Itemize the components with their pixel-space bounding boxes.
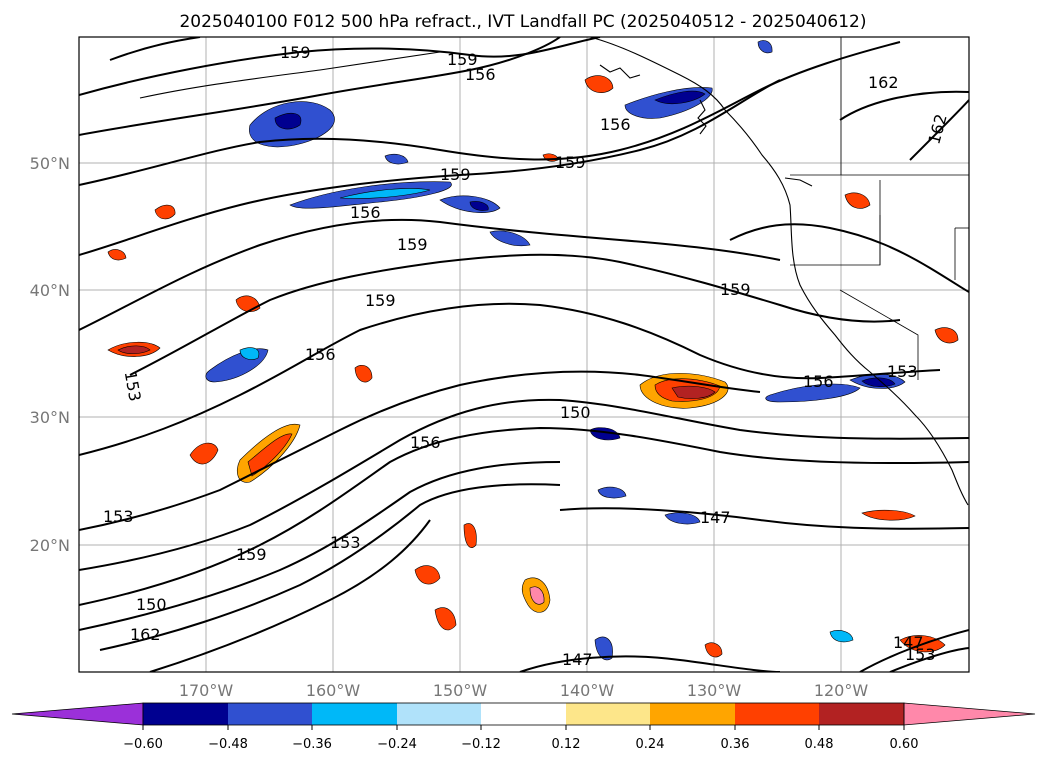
contour-label: 159	[720, 280, 751, 299]
map-frame	[78, 36, 970, 673]
contour-label: 159	[236, 545, 267, 564]
colorbar-tick-label: −0.12	[461, 737, 501, 752]
colorbar-ticks	[142, 725, 905, 730]
contour-label: 147	[893, 633, 924, 652]
lon-label-140w: 140°W	[560, 681, 615, 700]
colorbar-segment	[312, 703, 397, 725]
negative-anomaly-patches	[205, 40, 906, 661]
contour-label: 147	[700, 508, 731, 527]
contour-label: 150	[560, 403, 591, 422]
contour-label: 147	[562, 650, 593, 669]
contour-label: 156	[350, 203, 381, 222]
colorbar-tick-label: 0.60	[890, 737, 919, 752]
lon-label-160w: 160°W	[306, 681, 361, 700]
lat-label-30n: 30°N	[30, 408, 70, 427]
contour-label: 153	[905, 645, 936, 664]
contour-label: 153	[330, 533, 361, 552]
colorbar-segment	[650, 703, 735, 725]
lat-label-40n: 40°N	[30, 281, 70, 300]
colorbar-tick-label: −0.36	[292, 737, 332, 752]
lon-label-170w: 170°W	[179, 681, 234, 700]
colorbar-tick-label: 0.36	[721, 737, 750, 752]
contour-label: 159	[447, 50, 478, 69]
graticule	[79, 37, 969, 672]
colorbar-tick-label: −0.60	[123, 737, 163, 752]
refractivity-contours	[79, 37, 969, 672]
contour-label: 153	[887, 362, 918, 381]
colorbar-segment	[397, 703, 481, 725]
latitude-labels: 50°N 40°N 30°N 20°N	[30, 154, 70, 555]
colorbar-tick-label: 0.24	[636, 737, 665, 752]
lat-label-50n: 50°N	[30, 154, 70, 173]
colorbar: −0.60 −0.48 −0.36 −0.24 −0.12 0.12 0.24 …	[11, 702, 1036, 752]
lon-label-150w: 150°W	[433, 681, 488, 700]
map-background	[79, 37, 969, 672]
colorbar-segment	[735, 703, 819, 725]
political-borders	[790, 37, 969, 380]
contour-label: 156	[305, 345, 336, 364]
contour-label: 159	[555, 153, 586, 172]
contour-label: 156	[600, 115, 631, 134]
longitude-labels: 170°W 160°W 150°W 140°W 130°W 120°W	[179, 681, 869, 700]
contour-label: 159	[397, 235, 428, 254]
colorbar-tick-label: 0.48	[805, 737, 834, 752]
colorbar-segment	[566, 703, 650, 725]
colorbar-tick-label: −0.24	[377, 737, 417, 752]
contour-label: 153	[103, 507, 134, 526]
colorbar-segment	[481, 703, 566, 725]
map-panel: 159 159 159 156 156 156 159 159 156 159 …	[78, 36, 970, 673]
contour-label: 156	[410, 433, 441, 452]
contour-label: 159	[280, 43, 311, 62]
colorbar-tick-label: −0.48	[208, 737, 248, 752]
colorbar-segment	[228, 703, 312, 725]
contour-label: 162	[130, 625, 161, 644]
coastlines	[139, 37, 969, 506]
colorbar-segment-extend-high	[903, 702, 1036, 726]
contour-label: 156	[465, 65, 496, 84]
map-title: 2025040100 F012 500 hPa refract., IVT La…	[179, 12, 866, 32]
contour-label: 150	[136, 595, 167, 614]
contour-label: 162	[868, 73, 899, 92]
colorbar-tick-label: 0.12	[552, 737, 581, 752]
colorbar-segment	[143, 703, 228, 725]
contour-label: 159	[365, 291, 396, 310]
contour-label: 156	[803, 372, 834, 391]
contour-label: 159	[440, 165, 471, 184]
lat-label-20n: 20°N	[30, 536, 70, 555]
contour-labels: 159 159 159 156 156 156 159 159 156 159 …	[103, 43, 951, 669]
colorbar-segment-extend-low	[11, 702, 144, 726]
colorbar-frame	[142, 702, 905, 726]
lon-label-130w: 130°W	[687, 681, 742, 700]
lon-label-120w: 120°W	[814, 681, 869, 700]
colorbar-segment	[819, 703, 904, 725]
